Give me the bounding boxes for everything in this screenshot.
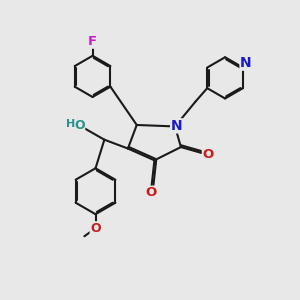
Text: O: O [90, 222, 101, 235]
Text: H: H [66, 119, 75, 129]
Text: F: F [88, 35, 97, 48]
Text: O: O [74, 119, 85, 132]
Text: N: N [240, 56, 252, 70]
Text: N: N [171, 119, 182, 133]
Text: O: O [202, 148, 214, 161]
Text: O: O [145, 186, 157, 199]
